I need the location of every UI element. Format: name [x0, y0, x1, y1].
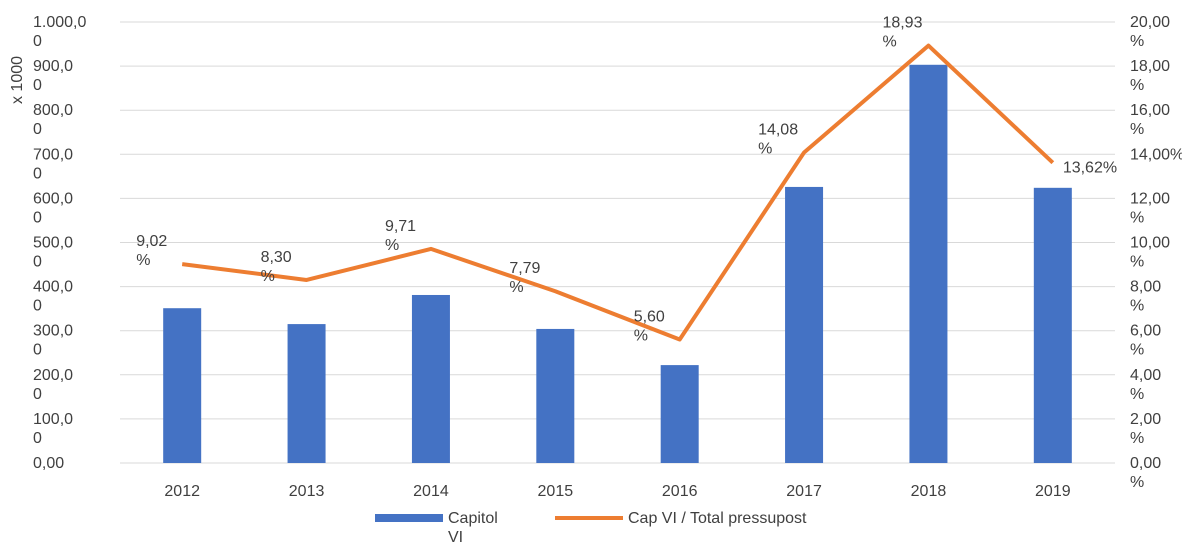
data-label: 9,71 % — [385, 218, 421, 254]
data-label: 18,93 % — [882, 15, 926, 51]
bar — [287, 324, 326, 463]
x-tick-label: 2018 — [911, 483, 947, 500]
y-axis-label: x 1000 — [9, 56, 26, 104]
y2-tick-label: 10,00 % — [1130, 235, 1174, 271]
x-tick-label: 2015 — [538, 483, 574, 500]
x-tick-label: 2017 — [786, 483, 822, 500]
y2-tick-label: 2,00 % — [1130, 411, 1166, 447]
legend-label: Cap VI / Total pressupost — [628, 510, 807, 527]
bar — [909, 64, 948, 463]
data-label: 9,02 % — [136, 233, 172, 269]
data-label: 7,79 % — [509, 260, 545, 296]
legend-label: Capitol VI — [448, 510, 502, 546]
x-tick-label: 2014 — [413, 483, 449, 500]
data-label: 14,08 % — [758, 122, 802, 158]
y-tick-label: 500,0 0 — [33, 235, 73, 271]
y-tick-label: 800,0 0 — [33, 102, 73, 138]
y2-tick-label: 6,00 % — [1130, 323, 1166, 359]
y2-tick-label: 12,00 % — [1130, 190, 1174, 226]
y-tick-label: 700,0 0 — [33, 146, 73, 182]
y-tick-label: 100,0 0 — [33, 411, 73, 447]
bar — [536, 328, 575, 463]
y-tick-label: 600,0 0 — [33, 190, 73, 226]
y2-tick-label: 0,00 % — [1130, 455, 1166, 491]
y-tick-label: 900,0 0 — [33, 58, 73, 94]
y2-tick-label: 14,00% — [1130, 146, 1182, 163]
bar — [411, 294, 450, 463]
y2-tick-label: 4,00 % — [1130, 367, 1166, 403]
line — [181, 43, 1055, 342]
y-tick-label: 1.000,0 0 — [33, 14, 86, 50]
bar — [1033, 187, 1072, 464]
y2-tick-label: 8,00 % — [1130, 279, 1166, 315]
y2-tick-label: 18,00 % — [1130, 58, 1174, 94]
y2-tick-label: 20,00 % — [1130, 14, 1174, 50]
bar — [163, 308, 202, 463]
bar — [660, 365, 699, 463]
y-tick-label: 200,0 0 — [33, 367, 73, 403]
y-tick-label: 300,0 0 — [33, 323, 73, 359]
data-label: 13,62% — [1063, 160, 1117, 177]
data-label: 8,30 % — [261, 249, 297, 285]
y2-tick-label: 16,00 % — [1130, 102, 1174, 138]
data-label: 5,60 % — [634, 309, 670, 345]
x-tick-label: 2012 — [164, 483, 200, 500]
x-tick-label: 2016 — [662, 483, 698, 500]
x-tick-label: 2013 — [289, 483, 325, 500]
y-tick-label: 400,0 0 — [33, 279, 73, 315]
y-tick-label: 0,00 — [33, 455, 64, 472]
legend-swatch — [375, 514, 443, 522]
x-tick-label: 2019 — [1035, 483, 1071, 500]
bar — [785, 186, 824, 463]
